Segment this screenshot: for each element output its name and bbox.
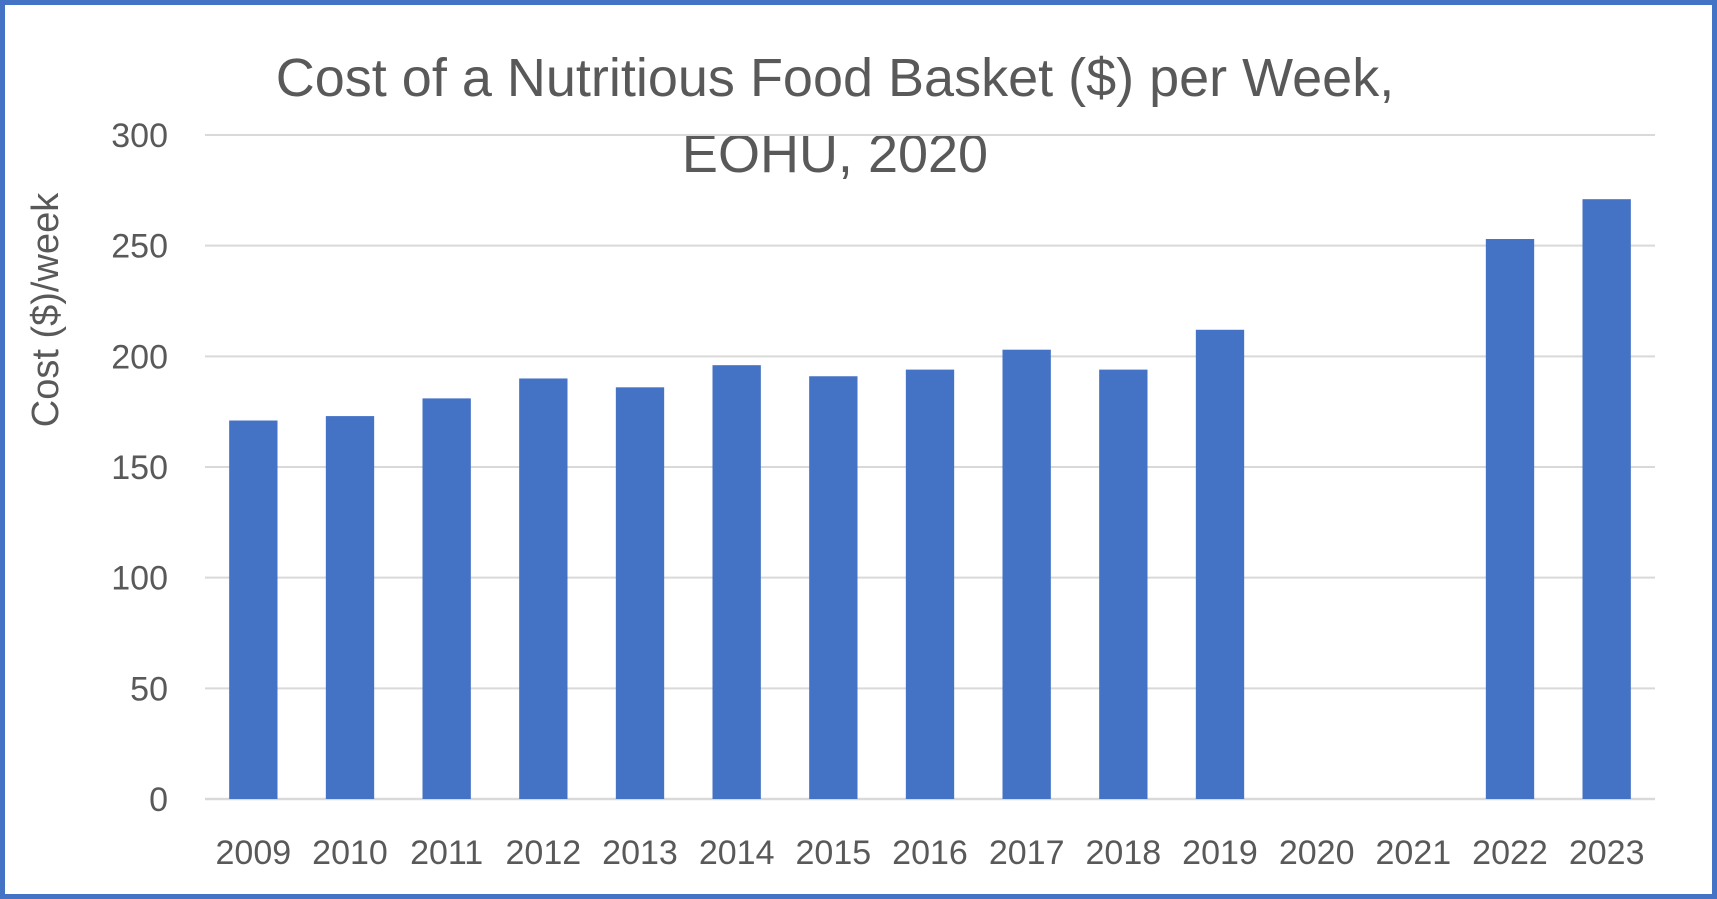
bar-2012 <box>519 378 568 799</box>
x-tick-label: 2015 <box>796 834 872 872</box>
bar-2018 <box>1099 369 1148 799</box>
x-tick-label: 2022 <box>1472 834 1548 872</box>
x-tick-label: 2010 <box>312 834 388 872</box>
bar-2011 <box>422 398 471 799</box>
bar-2010 <box>325 416 375 799</box>
y-axis-title: Cost ($)/week <box>25 192 67 427</box>
bar-2013 <box>615 387 665 799</box>
y-axis-ticks: 0 50 100 150 200 250 300 <box>111 117 168 819</box>
bar-2016 <box>905 369 955 799</box>
bars <box>229 199 1631 800</box>
chart-title-line-1: Cost of a Nutritious Food Basket ($) per… <box>275 48 1395 108</box>
y-tick-label: 0 <box>149 781 168 819</box>
x-tick-label: 2019 <box>1182 834 1258 872</box>
y-tick-label: 150 <box>111 449 168 487</box>
y-tick-label: 250 <box>111 228 168 266</box>
x-tick-label: 2017 <box>989 834 1065 872</box>
bar-2023 <box>1582 199 1631 800</box>
bar-2009 <box>229 420 278 799</box>
bar-2014 <box>712 365 761 799</box>
y-tick-label: 50 <box>130 670 168 708</box>
x-tick-label: 2023 <box>1569 834 1645 872</box>
x-tick-label: 2012 <box>506 834 582 872</box>
bar-2019 <box>1195 329 1245 799</box>
x-tick-label: 2016 <box>892 834 968 872</box>
bar-2017 <box>1002 349 1051 799</box>
x-axis-ticks: 2009 2010 2011 2012 2013 2014 2015 2016 2017 2018… <box>216 834 1645 872</box>
y-tick-label: 100 <box>111 560 168 598</box>
x-tick-label: 2021 <box>1376 834 1452 872</box>
x-tick-label: 2013 <box>602 834 678 872</box>
x-tick-label: 2009 <box>216 834 292 872</box>
y-tick-label: 300 <box>111 117 168 155</box>
bar-2022 <box>1485 239 1535 799</box>
bar-2015 <box>809 376 858 799</box>
x-tick-label: 2011 <box>410 834 483 872</box>
x-tick-label: 2020 <box>1279 834 1355 872</box>
x-tick-label: 2014 <box>699 834 775 872</box>
y-tick-label: 200 <box>111 338 168 376</box>
x-tick-label: 2018 <box>1086 834 1162 872</box>
